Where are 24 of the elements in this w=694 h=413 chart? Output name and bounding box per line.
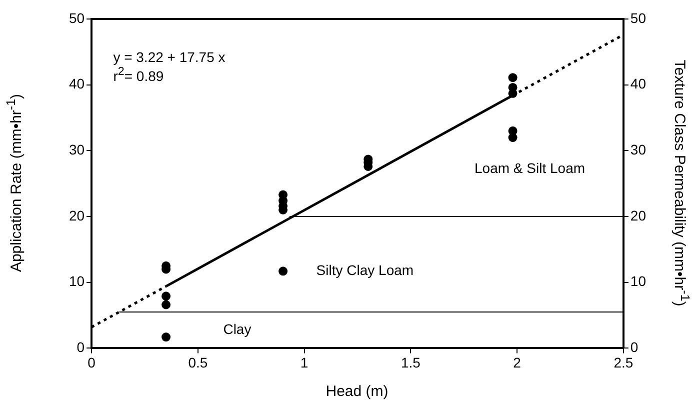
y-tick-label: 30 (68, 142, 85, 158)
y-tick-label: 10 (68, 273, 85, 290)
y-tick-label: 0 (76, 339, 85, 356)
x-tick-label: 0.5 (188, 354, 208, 370)
y2-tick-label: 10 (630, 273, 646, 290)
y2-tick-label: 30 (630, 142, 646, 158)
y2-tick-label: 20 (630, 207, 646, 224)
x-axis-title: Head (m) (326, 383, 388, 400)
annotation: Clay (223, 320, 252, 337)
x-tick-label: 2 (513, 354, 522, 370)
x-tick-label: 1.5 (400, 354, 421, 370)
x-tick-label: 2.5 (614, 354, 634, 370)
annotation: Silty Clay Loam (316, 262, 414, 278)
y2-tick-label: 0 (630, 339, 638, 356)
y2-tick-label: 50 (630, 10, 646, 26)
y-tick-label: 20 (68, 207, 85, 224)
x-tick-label: 1 (300, 354, 308, 370)
y2-tick-label: 40 (630, 76, 646, 92)
x-tick-label: 0 (88, 354, 96, 370)
annotation: y = 3.22 + 17.75 x (113, 49, 226, 66)
annotation: r$^{2}$= 0.89 (113, 65, 164, 84)
y-tick-label: 50 (68, 10, 85, 26)
annotation: Loam & Silt Loam (474, 160, 586, 176)
y-tick-label: 40 (68, 76, 85, 92)
